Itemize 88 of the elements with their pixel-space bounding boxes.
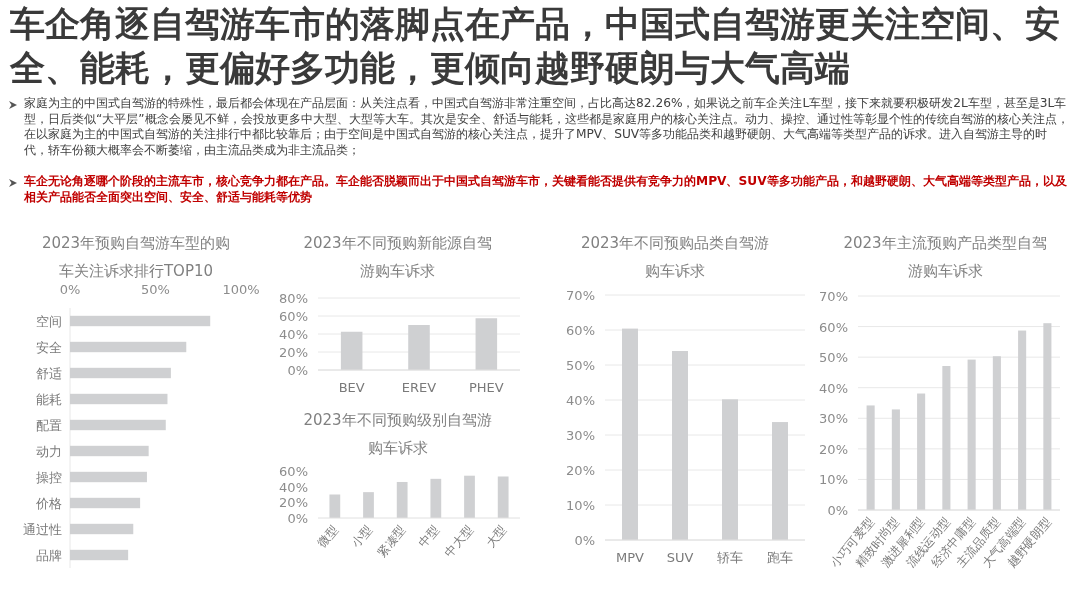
bar — [672, 351, 688, 540]
y-tick-label: 70% — [819, 289, 848, 304]
bar — [917, 393, 926, 510]
chart-title: 2023年主流预购产品类型自驾游购车诉求 — [843, 234, 1047, 280]
x-tick-label: 轿车 — [717, 550, 743, 565]
y-tick-label: 0% — [287, 363, 308, 378]
y-tick-label: 50% — [819, 350, 848, 366]
bar — [408, 325, 430, 370]
y-tick-label: 10% — [819, 472, 848, 488]
bar — [363, 492, 374, 518]
y-tick-label: 70% — [566, 288, 595, 303]
x-tick-label: BEV — [338, 380, 365, 395]
bar — [70, 315, 211, 327]
y-tick-label: 10% — [566, 498, 595, 513]
x-tick-label: 50% — [141, 282, 170, 297]
x-tick-label: 跑车 — [767, 550, 793, 565]
y-tick-label: 30% — [819, 411, 848, 427]
bar — [622, 328, 638, 540]
bar — [70, 393, 168, 405]
x-tick-label: 小型 — [348, 522, 375, 551]
y-tick-label: 价格 — [35, 496, 62, 511]
x-tick-label: EREV — [401, 380, 437, 395]
chart-title: 2023年预购自驾游车型的购车关注诉求排行TOP10 — [41, 234, 231, 280]
bar — [70, 523, 134, 535]
bar — [475, 318, 498, 370]
bar — [772, 422, 788, 540]
y-tick-label: 80% — [279, 291, 308, 306]
x-tick-label: SUV — [666, 550, 694, 565]
bar — [70, 445, 149, 457]
y-tick-label: 20% — [566, 463, 595, 478]
y-tick-label: 40% — [819, 380, 848, 396]
bar — [396, 481, 408, 518]
y-tick-label: 动力 — [36, 444, 62, 459]
bar — [866, 405, 875, 510]
bar — [329, 494, 341, 518]
bar — [70, 419, 166, 431]
y-tick-label: 0% — [827, 503, 848, 518]
bar — [70, 341, 187, 353]
y-tick-label: 操控 — [36, 470, 62, 485]
y-tick-label: 50% — [566, 358, 595, 373]
y-tick-label: 60% — [279, 309, 308, 324]
y-tick-label: 60% — [279, 464, 308, 479]
y-tick-label: 60% — [566, 323, 595, 338]
x-tick-label: 0% — [59, 282, 81, 297]
x-tick-label: 中大型 — [441, 522, 476, 560]
y-tick-label: 30% — [566, 428, 595, 443]
chart-title: 2023年不同预购品类自驾游购车诉求 — [580, 234, 770, 280]
x-tick-label: PHEV — [468, 380, 504, 395]
y-tick-label: 舒适 — [36, 366, 62, 381]
y-tick-label: 40% — [566, 393, 595, 408]
y-tick-label: 安全 — [36, 340, 62, 355]
text: 家庭为主的中国式自驾游的特殊性，最后都会体现在产品层面：从关注点看，中国式自驾游非常注重空间，占比高达82.26%，如果说之前车企关注L车型，接下来就要积极研发2L车型，甚至是3L车型，日后类似“大平层”概念会屡见不鲜，会投放更多中大型、大型等大车。其次是安全、舒适与能耗，这些都是家庭用户的核心关注点。动力、操控、通过性等彰显个性的传统自驾游的核心关注点，在以家庭为主的中国式自驾游的关注排行中都比较靠后；由于空间是中国式自驾游的核心关注点，提升了MPV、SUV等多功能品类和越野硬朗、大气高端等类型产品的诉求。进入自驾游主导的时代，轿车份额大概率会不断萎缩，由主流品类成为非主流品类； — [24, 96, 1070, 159]
y-tick-label: 60% — [819, 319, 848, 335]
x-tick-label: 中型 — [415, 522, 443, 551]
x-tick-label: 大型 — [483, 522, 510, 551]
y-tick-label: 通过性 — [23, 522, 62, 537]
bar — [722, 399, 738, 540]
chart-title: 2023年不同预购级别自驾游购车诉求 — [303, 411, 492, 457]
bar — [891, 409, 900, 510]
bar — [430, 478, 442, 518]
bar — [942, 366, 951, 510]
y-tick-label: 20% — [819, 441, 848, 457]
bar — [70, 471, 147, 483]
x-tick-label: 100% — [222, 282, 260, 297]
bar — [497, 476, 509, 518]
y-tick-label: 空间 — [36, 314, 62, 329]
y-tick-label: 配置 — [36, 418, 62, 433]
x-tick-label: MPV — [616, 550, 645, 565]
y-tick-label: 20% — [279, 495, 308, 511]
text: 车企无论角逐哪个阶段的主流车市，核心竞争力都在产品。车企能否脱颖而出于中国式自驾游车市，关键看能否提供有竞争力的MPV、SUV等多功能产品，和越野硬朗、大气高端等类型产品，以及相关产品能否全面突出空间、安全、舒适与能耗等优势 — [24, 174, 1068, 206]
bar — [992, 356, 1001, 510]
y-tick-label: 40% — [279, 479, 308, 495]
bar — [70, 497, 141, 509]
bar — [70, 367, 171, 379]
chart-title: 2023年不同预购新能源自驾游购车诉求 — [303, 234, 492, 280]
bar — [70, 549, 129, 561]
bar — [1018, 330, 1027, 510]
y-tick-label: 20% — [279, 345, 308, 360]
y-tick-label: 品牌 — [36, 548, 62, 563]
bar — [967, 359, 976, 510]
y-tick-label: 40% — [279, 327, 308, 342]
x-tick-label: 紧凑型 — [374, 522, 409, 560]
bar — [340, 331, 363, 370]
y-tick-label: 能耗 — [36, 392, 62, 407]
x-tick-label: 微型 — [314, 522, 342, 551]
text: 车企角逐自驾游车市的落脚点在产品，中国式自驾游更关注空间、安全、能耗，更偏好多功能，更倾向越野硬朗与大气高端 — [10, 3, 1061, 90]
bar — [464, 475, 475, 518]
bar — [1043, 323, 1052, 510]
